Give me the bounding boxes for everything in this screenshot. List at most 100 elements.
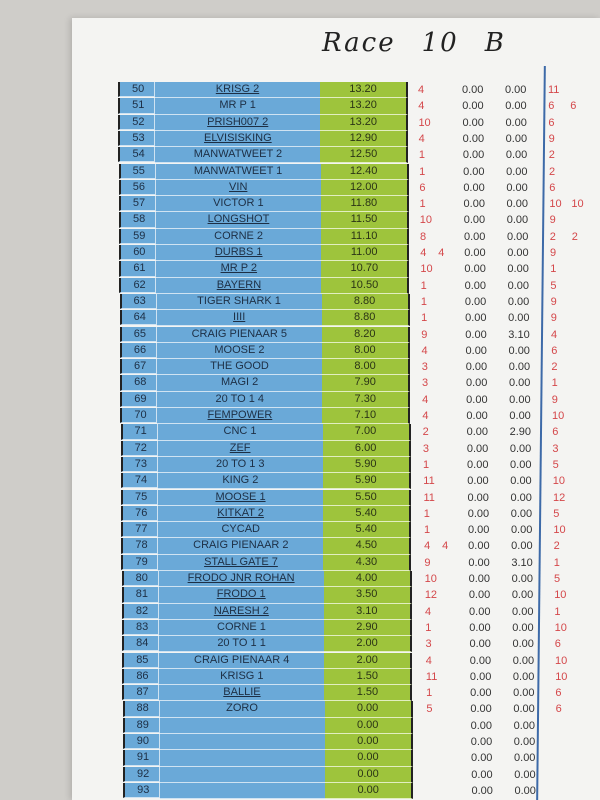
table-row: 88 ZORO 0.00 5 0.00 0.00 6: [0, 701, 600, 718]
red-note-4: 2: [571, 230, 578, 243]
score-cell: 13.20: [320, 114, 409, 131]
red-note-1: 11: [425, 670, 438, 683]
red-note-1: 4: [421, 344, 428, 357]
red-note-3: 6: [555, 703, 562, 716]
value-b: 0.00: [512, 654, 535, 667]
value-b: 0.00: [508, 312, 530, 325]
value-b: 0.00: [510, 491, 532, 504]
score-cell: 11.80: [320, 196, 409, 213]
table-row: 80 FRODO JNR ROHAN 4.00 10 0.00 0.00 5: [0, 571, 600, 588]
red-note-3: 9: [550, 247, 557, 259]
score-cell: 8.80: [321, 310, 410, 327]
red-note-1: 3: [425, 638, 432, 651]
row-number: 90: [122, 734, 160, 750]
value-b: 0.00: [513, 736, 536, 748]
table-row: 66 MOOSE 2 8.00 4 0.00 0.00 6: [0, 342, 600, 360]
score-cell: 10.50: [321, 277, 410, 294]
red-note-1: 1: [419, 165, 426, 178]
entrant-name: CYCAD: [158, 522, 324, 539]
table-row: 89 0.00 0.00 0.00: [0, 717, 600, 734]
red-note-1: 5: [426, 703, 433, 716]
entrant-name: FRODO 1: [158, 587, 324, 604]
row-number: 89: [122, 717, 160, 733]
red-note-3: 10: [554, 589, 567, 602]
red-note-3: 2: [553, 540, 560, 553]
score-cell: 12.00: [320, 179, 409, 197]
value-b: 0.00: [510, 475, 532, 488]
score-cell: 11.00: [321, 245, 410, 262]
score-cell: 7.00: [322, 424, 411, 441]
red-note-3: 5: [554, 573, 561, 585]
score-cell: 2.00: [324, 636, 413, 653]
row-number: 88: [122, 701, 160, 717]
entrant-name: VICTOR 1: [155, 196, 321, 213]
red-note-3: 9: [551, 393, 558, 406]
entrant-name: PRISH007 2: [155, 114, 321, 131]
red-note-1: 9: [421, 328, 428, 341]
red-note-3: 6: [555, 687, 562, 700]
value-a: 0.00: [470, 687, 492, 700]
value-b: 0.00: [505, 84, 527, 96]
table-row: 85 CRAIG PIENAAR 4 2.00 4 0.00 0.00 10: [0, 652, 600, 669]
row-number: 67: [120, 359, 158, 375]
red-note-3: 9: [549, 214, 556, 227]
row-number: 71: [120, 424, 158, 440]
entrant-name: [160, 766, 326, 783]
score-cell: 5.40: [323, 522, 412, 539]
red-note-1: 10: [424, 573, 437, 585]
row-number: 70: [120, 408, 158, 424]
value-b: 0.00: [508, 377, 531, 390]
entrant-name: 20 TO 1 3: [157, 456, 323, 474]
row-number: 80: [121, 571, 159, 587]
table-row: 84 20 TO 1 1 2.00 3 0.00 0.00 6: [0, 636, 600, 653]
value-a: 0.00: [468, 589, 491, 602]
table-row: 60 DURBS 1 11.00 4 4 0.00 0.00 9: [0, 245, 600, 262]
entrant-name: KING 2: [157, 473, 323, 490]
value-a: 0.00: [469, 670, 492, 683]
value-b: 0.00: [506, 214, 529, 227]
score-cell: 13.20: [320, 98, 409, 115]
row-number: 51: [118, 98, 156, 114]
red-note-4: 6: [570, 100, 577, 113]
red-note-1: 1: [421, 312, 428, 325]
value-a: 0.00: [468, 556, 490, 569]
score-cell: 0.00: [324, 734, 413, 751]
value-b: 0.00: [505, 132, 528, 145]
row-number: 91: [122, 750, 160, 766]
value-a: 0.00: [467, 475, 489, 488]
value-b: 3.10: [508, 328, 530, 341]
score-cell: 4.00: [323, 571, 412, 588]
score-cell: 7.10: [322, 408, 411, 425]
entrant-name: CORNE 1: [158, 619, 324, 637]
score-cell: 0.00: [324, 701, 413, 718]
value-b: 0.00: [506, 198, 528, 211]
value-a: 0.00: [462, 132, 485, 145]
table-row: 76 KITKAT 2 5.40 1 0.00 0.00 5: [0, 505, 600, 523]
value-a: 0.00: [464, 279, 487, 292]
value-b: 0.00: [514, 784, 536, 797]
red-note-3: 10: [555, 654, 568, 667]
value-b: 3.10: [511, 556, 533, 569]
entrant-name: CRAIG PIENAAR 4: [159, 652, 325, 669]
red-note-3: 6: [554, 638, 561, 651]
value-a: 0.00: [466, 442, 489, 455]
value-b: 0.00: [512, 605, 534, 618]
red-note-3: 2: [548, 149, 555, 162]
value-b: 0.00: [505, 149, 528, 162]
value-a: 0.00: [469, 605, 491, 618]
table-row: 57 VICTOR 1 11.80 1 0.00 0.00 10 10: [0, 196, 600, 213]
row-number: 64: [119, 310, 157, 326]
table-row: 59 CORNE 2 11.10 8 0.00 0.00 2 2: [0, 228, 600, 245]
entrant-name: CRAIG PIENAAR 5: [156, 326, 322, 343]
red-note-1: 10: [420, 263, 433, 276]
score-cell: 7.90: [322, 375, 411, 392]
entrant-name: KRISG 1: [159, 668, 325, 686]
table-row: 91 0.00 0.00 0.00: [0, 750, 600, 767]
table-row: 87 BALLIE 1.50 1 0.00 0.00 6: [0, 685, 600, 702]
table-row: 50 KRISG 2 13.20 4 0.00 0.00 11: [0, 82, 600, 99]
value-b: 0.00: [510, 458, 532, 471]
score-cell: 5.40: [323, 505, 412, 523]
value-b: 0.00: [511, 573, 534, 585]
red-note-1: 4: [418, 100, 425, 113]
title-number: 10: [421, 28, 459, 58]
